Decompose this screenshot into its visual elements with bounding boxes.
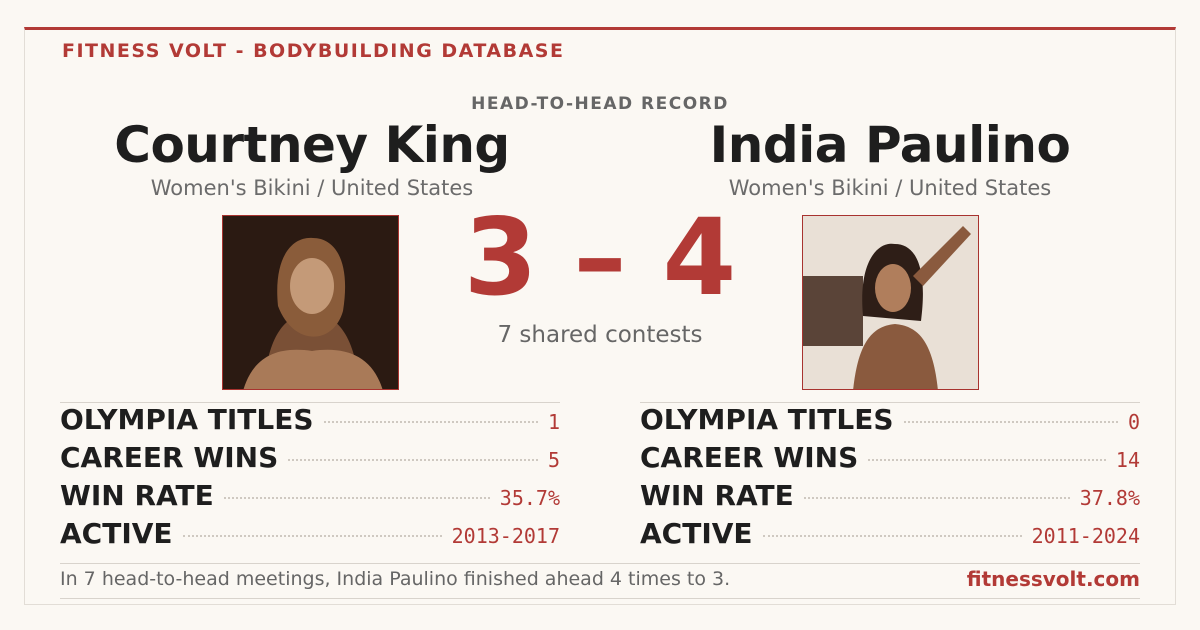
- dot-leader: [288, 459, 538, 461]
- stat-label: OLYMPIA TITLES: [60, 403, 314, 436]
- stat-row: ACTIVE 2013-2017: [60, 517, 560, 555]
- dot-leader: [762, 535, 1022, 537]
- stat-value: 14: [1115, 448, 1140, 472]
- section-label: HEAD-TO-HEAD RECORD: [471, 94, 729, 114]
- card-frame: [24, 27, 1176, 605]
- stat-row: CAREER WINS 5: [60, 441, 560, 479]
- stat-row: ACTIVE 2011-2024: [640, 517, 1140, 555]
- dot-leader: [868, 459, 1106, 461]
- stat-label: CAREER WINS: [640, 441, 859, 474]
- score: 3–4: [0, 196, 1200, 319]
- stat-value: 1: [547, 410, 560, 434]
- stat-label: WIN RATE: [640, 479, 794, 512]
- stat-row: WIN RATE 35.7%: [60, 479, 560, 517]
- stats-table: OLYMPIA TITLES 1 CAREER WINS 5 WIN RATE 35.7%…: [60, 402, 560, 555]
- stat-value: 0: [1127, 410, 1140, 434]
- footer-summary: In 7 head-to-head meetings, India Paulin…: [60, 568, 731, 590]
- photo-art: [803, 216, 978, 389]
- score-right: 4: [662, 196, 737, 319]
- score-separator: –: [573, 196, 627, 319]
- dot-leader: [182, 535, 442, 537]
- athlete-name: India Paulino: [709, 116, 1071, 174]
- dot-leader: [903, 421, 1118, 423]
- stat-value: 2013-2017: [451, 524, 560, 548]
- athlete-photo: [802, 215, 979, 390]
- stat-row: OLYMPIA TITLES 1: [60, 403, 560, 441]
- dot-leader: [223, 497, 490, 499]
- athlete-division: Women's Bikini / United States: [150, 176, 474, 200]
- stat-label: CAREER WINS: [60, 441, 279, 474]
- athlete-name: Courtney King: [114, 116, 510, 174]
- dot-leader: [803, 497, 1070, 499]
- stat-value: 5: [547, 448, 560, 472]
- stat-value: 35.7%: [499, 486, 560, 510]
- stat-value: 2011-2024: [1031, 524, 1140, 548]
- site-link[interactable]: fitnessvolt.com: [966, 567, 1140, 591]
- stat-label: OLYMPIA TITLES: [640, 403, 894, 436]
- stat-value: 37.8%: [1079, 486, 1140, 510]
- stat-label: ACTIVE: [60, 517, 173, 550]
- stat-row: WIN RATE 37.8%: [640, 479, 1140, 517]
- athlete-division: Women's Bikini / United States: [728, 176, 1052, 200]
- stat-label: WIN RATE: [60, 479, 214, 512]
- score-left: 3: [463, 196, 538, 319]
- dot-leader: [323, 421, 538, 423]
- footer-rule: [60, 563, 1140, 599]
- stats-table: OLYMPIA TITLES 0 CAREER WINS 14 WIN RATE 37.8…: [640, 402, 1140, 555]
- stat-row: OLYMPIA TITLES 0: [640, 403, 1140, 441]
- photo-art: [223, 216, 398, 389]
- stat-row: CAREER WINS 14: [640, 441, 1140, 479]
- stat-label: ACTIVE: [640, 517, 753, 550]
- athlete-photo: [222, 215, 399, 390]
- score-caption: 7 shared contests: [497, 322, 703, 348]
- brand: FITNESS VOLT - BODYBUILDING DATABASE: [62, 40, 565, 62]
